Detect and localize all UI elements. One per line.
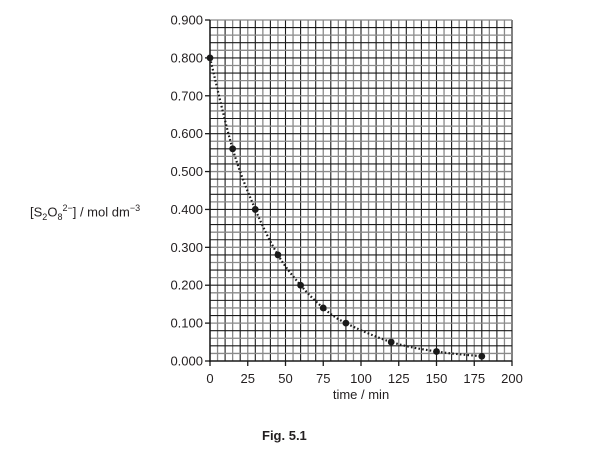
svg-text:0: 0 — [206, 371, 213, 386]
svg-text:0.700: 0.700 — [170, 88, 203, 103]
data-point — [297, 281, 304, 289]
svg-text:25: 25 — [241, 371, 255, 386]
svg-text:0.500: 0.500 — [170, 164, 203, 179]
svg-text:50: 50 — [278, 371, 292, 386]
y-axis-label: [S2O82−] / mol dm−3 — [30, 203, 141, 222]
data-points — [206, 54, 486, 360]
svg-text:150: 150 — [426, 371, 448, 386]
svg-text:0.000: 0.000 — [170, 354, 203, 369]
figure-caption: Fig. 5.1 — [262, 428, 307, 443]
svg-text:175: 175 — [463, 371, 485, 386]
svg-text:0.300: 0.300 — [170, 240, 203, 255]
data-point — [319, 304, 327, 312]
svg-text:0.100: 0.100 — [170, 316, 203, 331]
tick-labels: 0.000 0.100 0.200 0.300 0.400 0.500 0.600 0.700… — [170, 13, 522, 387]
data-point — [274, 251, 282, 259]
data-point — [206, 54, 214, 62]
svg-text:0.400: 0.400 — [170, 202, 203, 217]
data-point — [387, 338, 395, 346]
data-point — [433, 348, 440, 355]
svg-text:125: 125 — [388, 371, 410, 386]
grid — [209, 19, 513, 362]
svg-text:75: 75 — [316, 371, 330, 386]
data-point — [342, 319, 350, 327]
svg-text:200: 200 — [501, 371, 523, 386]
svg-text:0.900: 0.900 — [170, 13, 203, 28]
data-point — [229, 145, 237, 153]
fit-curve — [208, 57, 482, 358]
x-axis-label: time / min — [333, 387, 389, 402]
data-point — [478, 352, 486, 360]
svg-text:0.600: 0.600 — [170, 126, 203, 141]
axes — [205, 19, 513, 366]
svg-text:100: 100 — [350, 371, 372, 386]
data-point — [251, 206, 259, 213]
svg-text:0.200: 0.200 — [170, 278, 203, 293]
svg-text:0.800: 0.800 — [170, 50, 203, 65]
